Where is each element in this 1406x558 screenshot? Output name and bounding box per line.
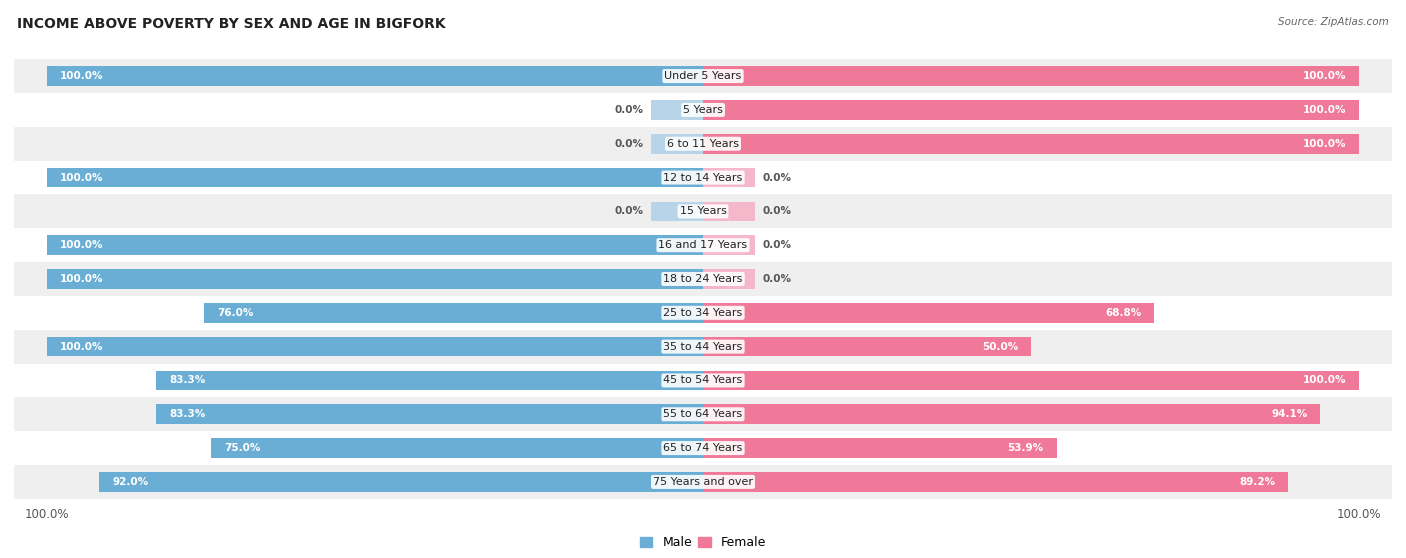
Text: Under 5 Years: Under 5 Years: [665, 71, 741, 81]
Bar: [703, 66, 1360, 86]
Bar: [46, 337, 703, 357]
Text: 100.0%: 100.0%: [60, 341, 104, 352]
Bar: [156, 405, 703, 424]
Text: 92.0%: 92.0%: [112, 477, 149, 487]
Bar: [46, 168, 703, 187]
Bar: [703, 168, 755, 187]
Bar: [703, 337, 1031, 357]
Legend: Male, Female: Male, Female: [636, 531, 770, 554]
Bar: [204, 303, 703, 323]
Text: 100.0%: 100.0%: [60, 274, 104, 284]
Bar: [703, 405, 1320, 424]
Text: 0.0%: 0.0%: [762, 274, 792, 284]
Bar: [703, 134, 1360, 153]
Text: 100.0%: 100.0%: [1302, 105, 1346, 115]
Bar: [651, 100, 703, 120]
Text: 65 to 74 Years: 65 to 74 Years: [664, 443, 742, 453]
Text: 55 to 64 Years: 55 to 64 Years: [664, 409, 742, 419]
Text: 100.0%: 100.0%: [1302, 71, 1346, 81]
Bar: [14, 431, 1392, 465]
Bar: [703, 201, 755, 221]
Text: 100.0%: 100.0%: [1302, 376, 1346, 386]
Text: 0.0%: 0.0%: [614, 139, 644, 149]
Bar: [703, 472, 1288, 492]
Text: 0.0%: 0.0%: [762, 240, 792, 250]
Text: 0.0%: 0.0%: [614, 206, 644, 217]
Bar: [14, 127, 1392, 161]
Bar: [14, 262, 1392, 296]
Text: 50.0%: 50.0%: [981, 341, 1018, 352]
Bar: [703, 269, 755, 289]
Bar: [14, 93, 1392, 127]
Text: 75.0%: 75.0%: [224, 443, 260, 453]
Bar: [703, 438, 1057, 458]
Bar: [14, 330, 1392, 364]
Bar: [703, 371, 1360, 390]
Text: 100.0%: 100.0%: [60, 71, 104, 81]
Bar: [211, 438, 703, 458]
Text: 35 to 44 Years: 35 to 44 Years: [664, 341, 742, 352]
Text: 45 to 54 Years: 45 to 54 Years: [664, 376, 742, 386]
Bar: [14, 59, 1392, 93]
Text: 0.0%: 0.0%: [762, 206, 792, 217]
Text: 6 to 11 Years: 6 to 11 Years: [666, 139, 740, 149]
Text: 12 to 14 Years: 12 to 14 Years: [664, 172, 742, 182]
Text: Source: ZipAtlas.com: Source: ZipAtlas.com: [1278, 17, 1389, 27]
Text: 0.0%: 0.0%: [614, 105, 644, 115]
Text: 15 Years: 15 Years: [679, 206, 727, 217]
Bar: [14, 364, 1392, 397]
Text: 83.3%: 83.3%: [170, 409, 205, 419]
Text: 89.2%: 89.2%: [1239, 477, 1275, 487]
Text: 94.1%: 94.1%: [1271, 409, 1308, 419]
Bar: [14, 194, 1392, 228]
Text: 16 and 17 Years: 16 and 17 Years: [658, 240, 748, 250]
Bar: [46, 269, 703, 289]
Text: 53.9%: 53.9%: [1008, 443, 1043, 453]
Bar: [14, 465, 1392, 499]
Bar: [46, 66, 703, 86]
Bar: [46, 235, 703, 255]
Text: 83.3%: 83.3%: [170, 376, 205, 386]
Text: 76.0%: 76.0%: [218, 308, 254, 318]
Bar: [651, 134, 703, 153]
Bar: [156, 371, 703, 390]
Bar: [100, 472, 703, 492]
Bar: [651, 201, 703, 221]
Bar: [703, 100, 1360, 120]
Bar: [703, 303, 1154, 323]
Bar: [14, 397, 1392, 431]
Text: 5 Years: 5 Years: [683, 105, 723, 115]
Text: 68.8%: 68.8%: [1105, 308, 1142, 318]
Text: 18 to 24 Years: 18 to 24 Years: [664, 274, 742, 284]
Text: INCOME ABOVE POVERTY BY SEX AND AGE IN BIGFORK: INCOME ABOVE POVERTY BY SEX AND AGE IN B…: [17, 17, 446, 31]
Text: 100.0%: 100.0%: [60, 172, 104, 182]
Bar: [14, 296, 1392, 330]
Text: 100.0%: 100.0%: [60, 240, 104, 250]
Text: 100.0%: 100.0%: [1302, 139, 1346, 149]
Text: 25 to 34 Years: 25 to 34 Years: [664, 308, 742, 318]
Bar: [14, 161, 1392, 194]
Text: 0.0%: 0.0%: [762, 172, 792, 182]
Bar: [703, 235, 755, 255]
Text: 75 Years and over: 75 Years and over: [652, 477, 754, 487]
Bar: [14, 228, 1392, 262]
